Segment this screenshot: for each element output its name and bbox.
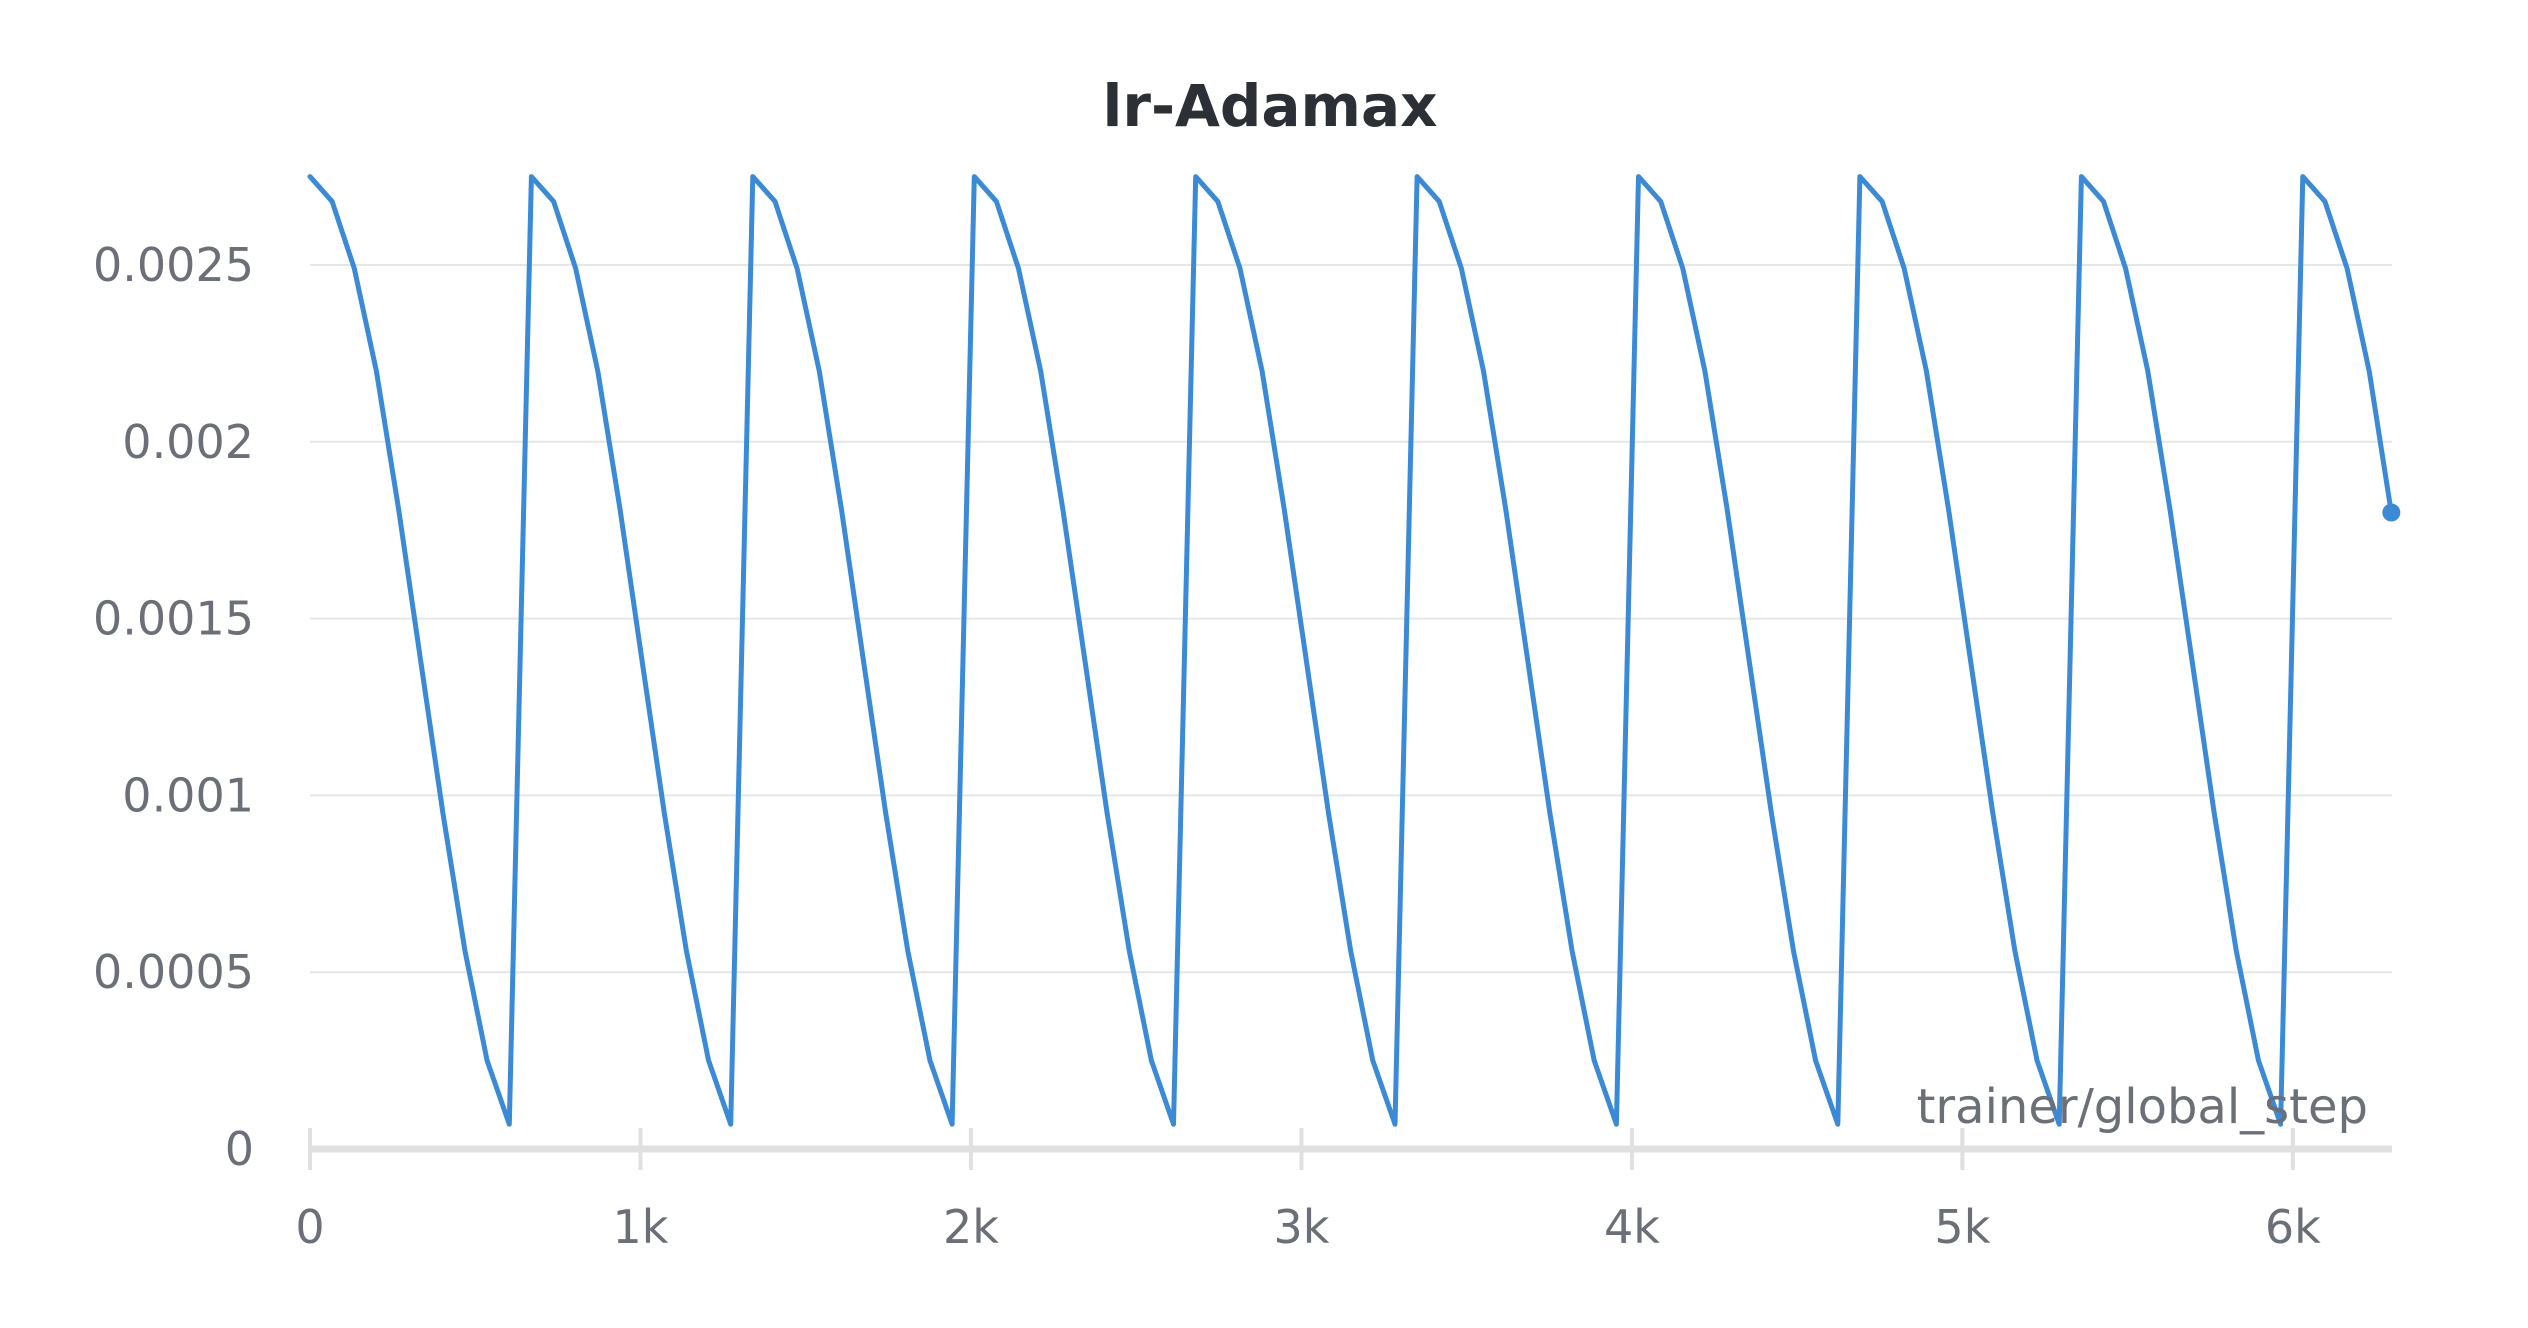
x-tick-label: 2k <box>943 1200 999 1254</box>
y-tick-label: 0.0025 <box>93 238 254 292</box>
series-line <box>307 174 2394 1127</box>
y-tick-label: 0.0015 <box>93 592 254 646</box>
grid-layer <box>310 264 2392 974</box>
x-tick-label: 5k <box>1934 1200 1990 1254</box>
x-axis-label: trainer/global_step <box>1917 1079 2368 1135</box>
chart-title: lr-Adamax <box>1102 72 1437 140</box>
x-axis: 0 1k 2k 3k 4k 5k 6k <box>295 1128 2392 1254</box>
y-tick-label: 0 <box>225 1122 254 1176</box>
series-layer <box>307 174 2401 1127</box>
x-tick-label: 4k <box>1604 1200 1660 1254</box>
y-tick-label: 0.002 <box>122 415 254 469</box>
x-tick-label: 3k <box>1273 1200 1329 1254</box>
series-last-point <box>2382 503 2401 522</box>
x-tick-label: 0 <box>295 1200 324 1254</box>
y-axis: 0 0.0005 0.001 0.0015 0.002 0.0025 <box>93 238 254 1176</box>
x-tick-label: 1k <box>613 1200 669 1254</box>
x-tick-label: 6k <box>2265 1200 2321 1254</box>
y-tick-label: 0.001 <box>122 768 254 822</box>
y-tick-label: 0.0005 <box>93 945 254 999</box>
